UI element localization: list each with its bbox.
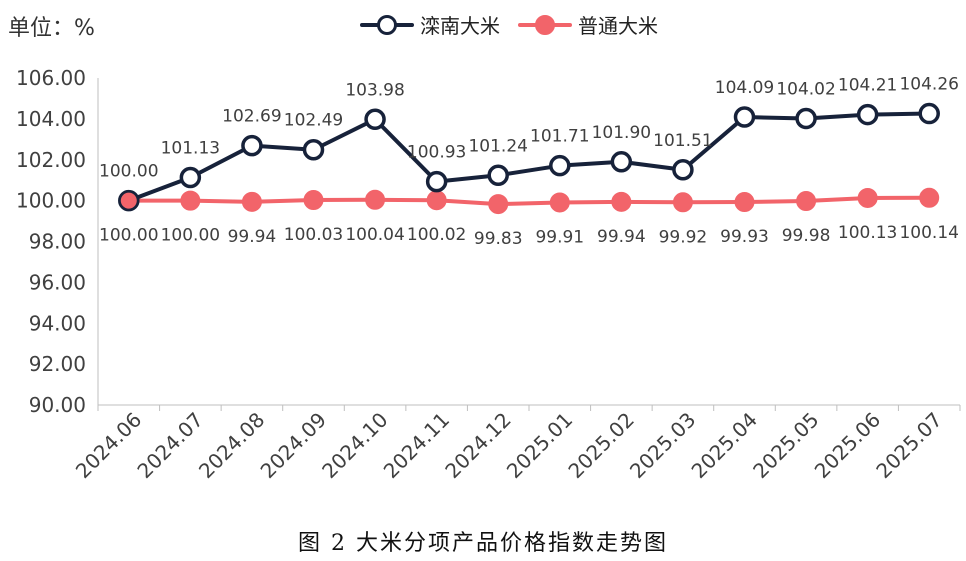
- legend-swatch-luannan: [360, 14, 414, 35]
- x-tick-label: 2024.09: [256, 408, 331, 483]
- data-label-luannan: 101.24: [468, 136, 527, 156]
- data-point-putong: [365, 189, 386, 210]
- data-point-putong: [241, 191, 262, 212]
- data-label-luannan: 100.00: [99, 162, 158, 182]
- x-tick-label: 2024.10: [317, 408, 392, 483]
- data-point-luannan: [425, 170, 448, 193]
- data-label-luannan: 104.02: [776, 79, 835, 99]
- data-label-putong: 100.04: [345, 225, 404, 245]
- data-label-luannan: 104.09: [715, 78, 774, 98]
- legend-swatch-putong: [518, 14, 572, 35]
- data-point-putong: [611, 191, 632, 212]
- x-tick-label: 2024.06: [71, 408, 146, 483]
- unit-label: 单位：%: [8, 16, 95, 41]
- y-tick-label: 102.00: [16, 148, 86, 172]
- x-tick-label: 2025.06: [810, 408, 885, 483]
- data-label-putong: 99.94: [597, 227, 646, 247]
- data-label-luannan: 101.90: [592, 123, 651, 143]
- y-tick-label: 100.00: [16, 189, 86, 213]
- data-label-luannan: 101.71: [530, 127, 589, 147]
- data-label-putong: 100.02: [407, 225, 466, 245]
- legend-label-luannan: 滦南大米: [420, 14, 500, 38]
- data-point-luannan: [610, 151, 633, 173]
- data-label-luannan: 101.13: [161, 139, 220, 159]
- data-label-putong: 100.00: [161, 226, 220, 246]
- y-tick-label: 94.00: [29, 311, 86, 335]
- data-point-putong: [919, 187, 940, 208]
- data-point-putong: [303, 190, 324, 211]
- x-tick-label: 2025.02: [563, 408, 638, 483]
- data-label-luannan: 104.26: [899, 75, 958, 95]
- data-point-shared-start: [118, 190, 139, 211]
- data-label-putong: 99.92: [659, 227, 708, 247]
- legend-label-putong: 普通大米: [578, 14, 658, 38]
- data-label-luannan: 102.69: [222, 107, 281, 127]
- line-chart: 90.00 92.00 94.00 96.00 98.00 100.00 102.00 104…: [16, 66, 961, 483]
- data-point-luannan: [795, 107, 817, 130]
- x-tick-label: 2024.08: [194, 408, 269, 483]
- data-label-putong: 100.00: [99, 226, 158, 246]
- legend-item-luannan[interactable]: 滦南大米: [360, 10, 500, 39]
- data-label-putong: 99.91: [535, 227, 584, 247]
- data-point-putong: [734, 192, 755, 213]
- data-point-putong: [488, 194, 509, 215]
- data-label-putong: 99.98: [782, 226, 831, 246]
- y-tick-label: 90.00: [29, 393, 86, 417]
- data-point-putong: [857, 187, 878, 208]
- data-point-luannan: [302, 138, 325, 161]
- data-label-putong: 99.83: [474, 229, 523, 249]
- y-tick-label: 92.00: [29, 352, 86, 376]
- x-tick-label: 2025.05: [748, 408, 823, 483]
- y-tick-label: 96.00: [29, 270, 86, 294]
- data-point-luannan: [856, 103, 879, 126]
- data-label-luannan: 101.51: [653, 131, 712, 151]
- x-tick-label: 2024.12: [440, 408, 515, 483]
- x-tick-label: 2025.01: [502, 408, 577, 483]
- chart-caption: 图 2 大米分项产品价格指数走势图: [298, 531, 668, 556]
- data-point-luannan: [549, 154, 571, 177]
- data-label-putong: 99.93: [720, 227, 769, 247]
- data-label-putong: 100.14: [899, 223, 958, 243]
- data-label-putong: 100.03: [284, 225, 343, 245]
- data-point-putong: [672, 192, 693, 213]
- y-tick-label: 98.00: [29, 230, 86, 254]
- data-point-putong: [426, 190, 447, 211]
- series-line-putong: [126, 195, 932, 207]
- y-tick-label: 106.00: [16, 66, 86, 90]
- data-point-luannan: [179, 166, 202, 189]
- data-point-luannan: [487, 164, 509, 187]
- data-point-putong: [796, 191, 817, 212]
- data-label-putong: 99.94: [228, 227, 277, 247]
- data-label-putong: 100.13: [838, 223, 897, 243]
- data-point-luannan: [364, 108, 386, 131]
- x-tick-label: 2025.03: [625, 408, 700, 483]
- data-label-luannan: 104.21: [838, 76, 897, 96]
- data-point-luannan: [733, 106, 756, 128]
- legend: 滦南大米 普通大米: [360, 10, 658, 39]
- data-point-luannan: [918, 102, 940, 125]
- data-point-luannan: [241, 134, 263, 157]
- x-tick-label: 2024.07: [132, 408, 207, 483]
- data-point-putong: [180, 190, 201, 211]
- data-point-putong: [549, 192, 570, 213]
- data-label-luannan: 103.98: [345, 80, 404, 100]
- data-label-luannan: 102.49: [284, 111, 343, 131]
- legend-item-putong[interactable]: 普通大米: [518, 10, 658, 39]
- data-label-luannan: 100.93: [407, 143, 466, 163]
- x-tick-label: 2025.04: [687, 408, 762, 483]
- x-tick-label: 2025.07: [871, 408, 946, 483]
- data-point-luannan: [672, 159, 694, 181]
- y-tick-label: 104.00: [16, 107, 86, 131]
- x-tick-label: 2024.11: [379, 408, 454, 483]
